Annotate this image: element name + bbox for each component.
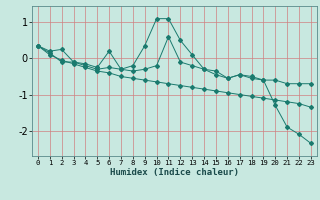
X-axis label: Humidex (Indice chaleur): Humidex (Indice chaleur) [110, 168, 239, 177]
